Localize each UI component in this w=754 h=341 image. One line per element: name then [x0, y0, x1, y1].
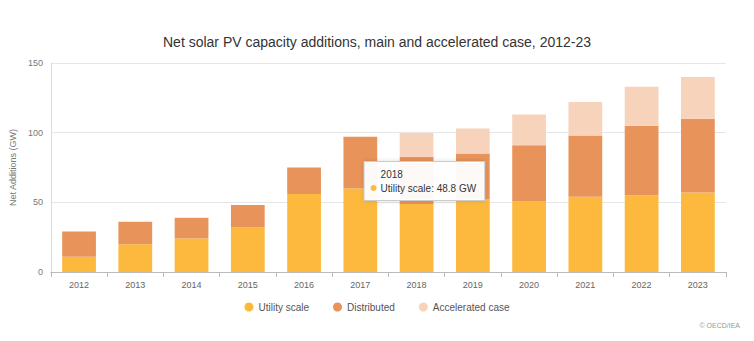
svg-text:50: 50: [33, 197, 43, 207]
svg-text:Distributed: Distributed: [347, 302, 395, 313]
svg-text:2023: 2023: [688, 280, 708, 290]
svg-text:2020: 2020: [519, 280, 539, 290]
svg-text:Net solar PV capacity addition: Net solar PV capacity additions, main an…: [163, 34, 591, 50]
svg-text:2017: 2017: [350, 280, 370, 290]
svg-text:2016: 2016: [294, 280, 314, 290]
svg-text:Utility scale: 48.8 GW: Utility scale: 48.8 GW: [381, 183, 477, 194]
svg-text:Net Additions (GW): Net Additions (GW): [8, 129, 18, 206]
svg-text:150: 150: [28, 58, 43, 68]
svg-text:0: 0: [38, 267, 43, 277]
svg-text:2018: 2018: [381, 169, 404, 180]
svg-text:100: 100: [28, 128, 43, 138]
svg-text:2019: 2019: [463, 280, 483, 290]
svg-text:2015: 2015: [238, 280, 258, 290]
svg-text:Utility scale: Utility scale: [258, 302, 309, 313]
svg-text:2012: 2012: [69, 280, 89, 290]
svg-text:2022: 2022: [632, 280, 652, 290]
svg-text:2013: 2013: [125, 280, 145, 290]
svg-text:2018: 2018: [407, 280, 427, 290]
svg-text:© OECD/IEA: © OECD/IEA: [699, 322, 740, 329]
svg-text:2021: 2021: [575, 280, 595, 290]
svg-text:2014: 2014: [182, 280, 202, 290]
svg-text:Accelerated case: Accelerated case: [433, 302, 510, 313]
